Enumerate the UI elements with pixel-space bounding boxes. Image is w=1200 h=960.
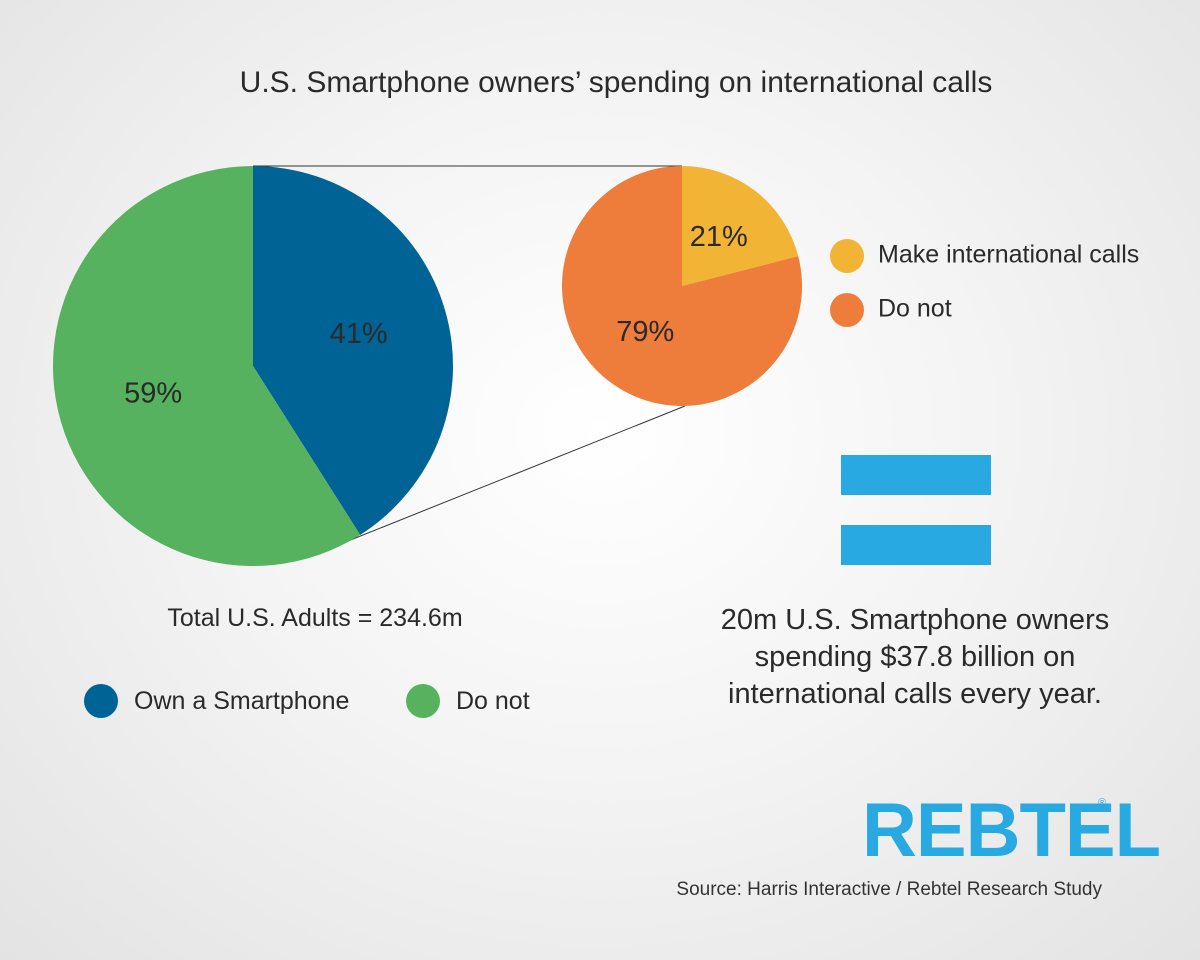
breakout-pie-label-make-international-calls: 21% bbox=[690, 221, 748, 253]
main-pie: 41% 59% bbox=[52, 166, 453, 566]
registered-mark: ® bbox=[1098, 797, 1107, 809]
breakout-legend-label-do-not: Do not bbox=[878, 295, 952, 323]
main-pie-slice-do-not bbox=[52, 166, 361, 566]
breakout-pie-slice-do-not bbox=[562, 166, 802, 406]
rebtel-logo: REBTEL bbox=[862, 788, 1161, 873]
legend-item-own-smartphone: Own a Smartphone bbox=[84, 684, 349, 718]
summary-line: spending $37.8 billion on bbox=[754, 641, 1076, 673]
legend-label-do-not: Do not bbox=[456, 686, 530, 715]
legend-item-do-not: Do not bbox=[406, 684, 530, 718]
main-pie-label-do-not: 59% bbox=[124, 378, 182, 410]
legend-label-own-smartphone: Own a Smartphone bbox=[134, 686, 350, 715]
breakout-legend-swatch-do-not bbox=[830, 293, 864, 327]
connector-line-bottom bbox=[347, 405, 686, 542]
breakout-legend-label-make-international-calls: Make international calls bbox=[878, 241, 1139, 269]
breakout-pie-label-do-not: 79% bbox=[616, 316, 674, 348]
chart-title: U.S. Smartphone owners’ spending on inte… bbox=[239, 66, 993, 99]
breakout-legend-swatch-make-international-calls bbox=[830, 239, 864, 273]
summary-text: 20m U.S. Smartphone owners spending $37.… bbox=[660, 602, 1170, 713]
breakout-legend: Make international calls Do not bbox=[830, 239, 1139, 327]
main-pie-label-own-a-smartphone: 41% bbox=[330, 318, 388, 350]
source-note: Source: Harris Interactive / Rebtel Rese… bbox=[676, 879, 1102, 900]
legend-swatch-do-not bbox=[406, 684, 440, 718]
summary-line: international calls every year. bbox=[728, 678, 1102, 710]
equals-sign-top-bar bbox=[841, 455, 991, 495]
total-adults-caption: Total U.S. Adults = 234.6m bbox=[167, 604, 463, 632]
legend-swatch-own-smartphone bbox=[84, 684, 118, 718]
breakout-pie: 21% 79% bbox=[562, 166, 802, 406]
equals-sign-bottom-bar bbox=[841, 525, 991, 565]
main-pie-slice-own-a-smartphone bbox=[253, 166, 453, 535]
breakout-pie-slice-make-international-calls bbox=[682, 166, 799, 286]
summary-line: 20m U.S. Smartphone owners bbox=[720, 604, 1110, 636]
